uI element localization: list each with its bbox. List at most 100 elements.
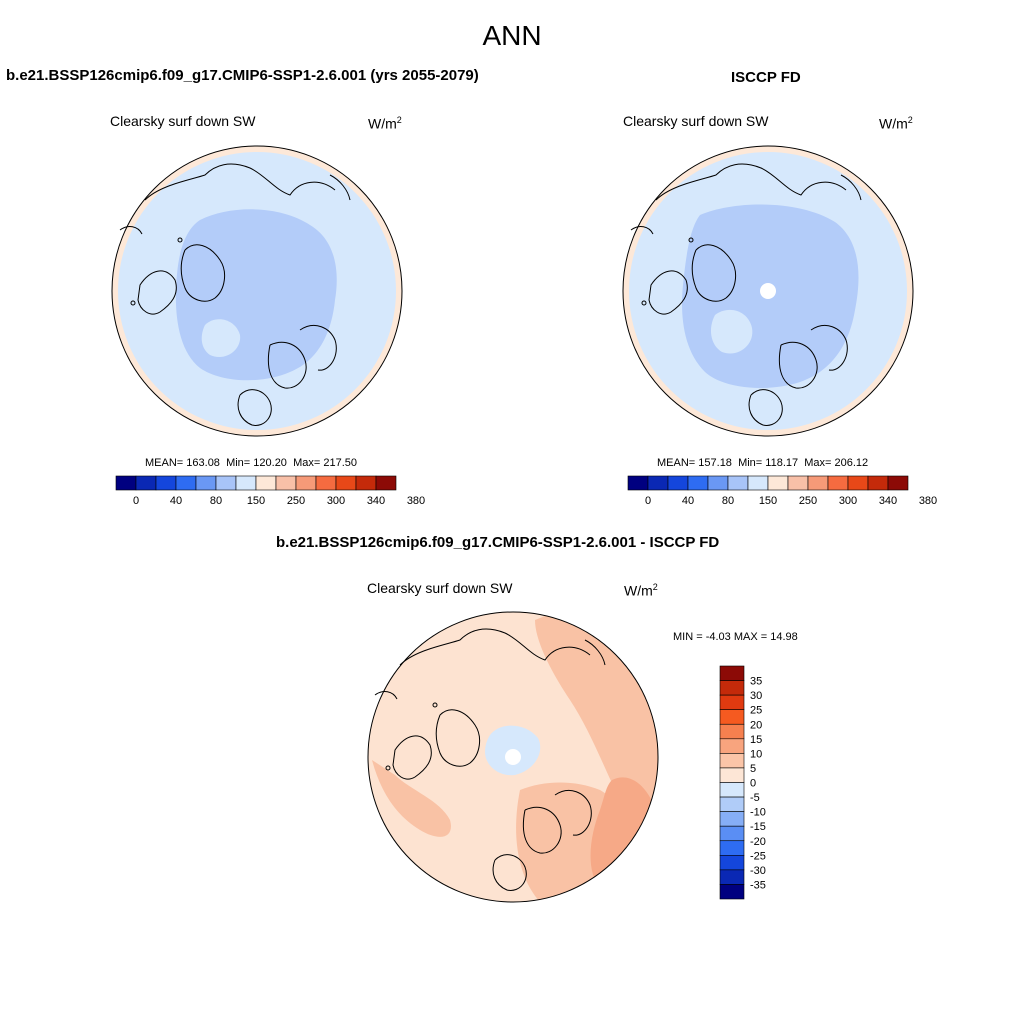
obs-colorbar-box: [747, 475, 769, 491]
diff-colorbar-box: [719, 680, 745, 696]
page-title: ANN: [482, 20, 542, 51]
model-colorbar-box: [215, 475, 237, 491]
model-colorbar-box: [275, 475, 297, 491]
obs-colorbar-tick-label: 380: [919, 495, 937, 507]
obs-colorbar-box: [707, 475, 729, 491]
diff-colorbar-tick-label: -30: [750, 865, 766, 877]
diff-colorbar-tick-label: 15: [750, 734, 762, 746]
diff-strong-sector: [590, 777, 656, 888]
model-panel-title: b.e21.BSSP126cmip6.f09_g17.CMIP6-SSP1-2.…: [6, 67, 479, 84]
model-colorbar-box: [295, 475, 317, 491]
model-variable-label: Clearsky surf down SW: [110, 113, 256, 129]
model-colorbar-tick-label: 250: [287, 495, 305, 507]
obs-colorbar-box: [727, 475, 749, 491]
obs-colorbar-box: [667, 475, 689, 491]
diff-units: W/m2: [624, 582, 658, 599]
diff-colorbar-box: [719, 723, 745, 740]
diff-panel-title: b.e21.BSSP126cmip6.f09_g17.CMIP6-SSP1-2.…: [276, 534, 720, 551]
diff-colorbar-box: [719, 796, 745, 812]
diff-colorbar-tick-label: 20: [750, 719, 762, 731]
model-colorbar-box: [155, 475, 177, 491]
model-colorbar-box: [355, 475, 377, 491]
diff-coastlines: [374, 628, 606, 891]
diff-colorbar-box: [719, 840, 745, 856]
diff-colorbar-tick-label: -35: [750, 879, 766, 891]
diff-colorbar-tick-label: 35: [750, 676, 762, 688]
model-colorbar-tick-label: 300: [327, 495, 345, 507]
model-colorbar-tick-label: 340: [367, 495, 385, 507]
model-colorbar-box: [195, 475, 217, 491]
diff-stats: MIN = -4.03 MAX = 14.98: [673, 631, 798, 643]
model-greenland-field: [201, 319, 241, 358]
diff-colorbar-box: [719, 869, 745, 885]
model-coastlines: [119, 163, 351, 426]
diff-colorbar-tick-label: -25: [750, 850, 766, 862]
diff-polar-map: [367, 611, 659, 903]
diff-colorbar-tick-label: 10: [750, 748, 762, 760]
model-colorbar-box: [335, 475, 357, 491]
diff-colorbar-box: [719, 738, 745, 754]
obs-colorbar-box: [767, 475, 789, 491]
diff-colorbar-box: [719, 884, 745, 900]
diff-colorbar-tick-label: -10: [750, 807, 766, 819]
diff-colorbar-tick-label: 30: [750, 690, 762, 702]
model-colorbar-tick-label: 0: [133, 495, 139, 507]
diff-colorbar-tick-label: 0: [750, 778, 756, 790]
obs-colorbar-box: [627, 475, 649, 491]
diff-colorbar-box: [719, 665, 745, 681]
obs-variable-label: Clearsky surf down SW: [623, 113, 769, 129]
diff-colorbar-tick-label: 5: [750, 763, 756, 775]
diff-west-sector: [372, 760, 451, 837]
model-stats: MEAN= 163.08 Min= 120.20 Max= 217.50: [145, 457, 357, 469]
diff-colorbar-tick-label: -5: [750, 792, 760, 804]
model-units: W/m2: [368, 115, 402, 132]
model-arctic-field: [175, 209, 337, 381]
diff-colorbar-box: [719, 825, 745, 842]
diff-colorbar-box: [719, 811, 745, 827]
model-colorbar-box: [315, 475, 337, 491]
diff-colorbar-box: [719, 753, 745, 769]
model-map-border: [111, 145, 403, 437]
obs-colorbar-tick-label: 80: [722, 495, 734, 507]
model-colorbar-box: [175, 475, 197, 491]
diff-colorbar-box: [719, 709, 745, 725]
model-colorbar-box: [235, 475, 257, 491]
obs-colorbar-box: [787, 475, 809, 491]
diff-colorbar-box: [719, 855, 745, 871]
diff-colorbar-tick-label: 25: [750, 705, 762, 717]
model-colorbar-box: [135, 475, 157, 491]
model-colorbar-box: [255, 475, 277, 491]
diff-pole-gap: [505, 749, 521, 765]
model-colorbar-box: [375, 475, 397, 491]
obs-stats: MEAN= 157.18 Min= 118.17 Max= 206.12: [657, 457, 869, 469]
diff-colorbar-box: [719, 782, 745, 798]
diff-map-border: [367, 611, 659, 903]
model-colorbar: 0 40 80 150 250 300 340 380: [115, 475, 425, 507]
obs-colorbar-box: [867, 475, 889, 491]
obs-panel-title: ISCCP FD: [731, 69, 801, 86]
model-colorbar-tick-label: 380: [407, 495, 425, 507]
obs-polar-map: [622, 145, 914, 437]
obs-units: W/m2: [879, 115, 913, 132]
diff-colorbar-tick-label: -20: [750, 836, 766, 848]
obs-colorbar-box: [647, 475, 669, 491]
obs-colorbar-box: [887, 475, 909, 491]
obs-colorbar-tick-label: 40: [682, 495, 694, 507]
obs-colorbar-tick-label: 250: [799, 495, 817, 507]
obs-map-border: [622, 145, 914, 437]
model-colorbar-tick-label: 40: [170, 495, 182, 507]
obs-pole-gap: [760, 283, 776, 299]
diff-variable-label: Clearsky surf down SW: [367, 580, 513, 596]
diff-colorbar-tick-label: -15: [750, 821, 766, 833]
obs-colorbar: 0 40 80 150 250 300 340 380: [627, 475, 937, 507]
diff-colorbar-box: [719, 694, 745, 710]
model-colorbar-tick-label: 80: [210, 495, 222, 507]
obs-greenland-field: [710, 309, 753, 354]
obs-colorbar-tick-label: 0: [645, 495, 651, 507]
model-colorbar-tick-label: 150: [247, 495, 265, 507]
diff-colorbar-box: [719, 767, 745, 783]
obs-colorbar-tick-label: 300: [839, 495, 857, 507]
obs-colorbar-box: [827, 475, 849, 491]
obs-colorbar-box: [807, 475, 829, 491]
